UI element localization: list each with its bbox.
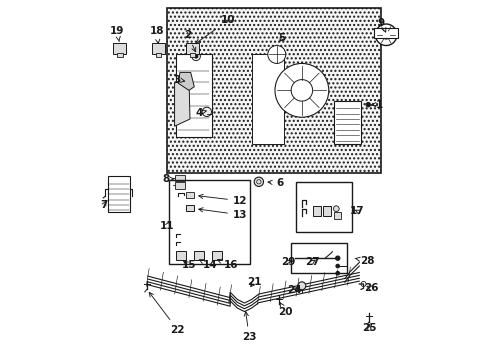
Text: 3: 3: [173, 75, 184, 85]
Circle shape: [297, 282, 305, 290]
Bar: [169, 180, 249, 264]
Bar: [155, 53, 161, 57]
Text: 17: 17: [349, 206, 364, 216]
Bar: [175, 251, 185, 260]
Text: 2: 2: [184, 30, 195, 52]
Bar: [176, 54, 212, 137]
Circle shape: [335, 256, 339, 260]
Bar: [189, 53, 195, 57]
Circle shape: [254, 177, 263, 186]
Text: 1: 1: [371, 100, 383, 110]
Circle shape: [335, 271, 339, 275]
Text: 9: 9: [377, 18, 385, 32]
Bar: [290, 243, 346, 273]
Circle shape: [333, 206, 339, 212]
Bar: [117, 53, 122, 57]
Text: 16: 16: [217, 259, 238, 270]
Text: 19: 19: [110, 26, 124, 42]
Bar: [323, 206, 330, 216]
Bar: [185, 43, 199, 54]
Circle shape: [335, 264, 339, 268]
Text: 8: 8: [162, 174, 173, 184]
Circle shape: [375, 24, 396, 45]
Text: 6: 6: [267, 178, 283, 188]
Bar: [152, 43, 164, 54]
Text: 18: 18: [149, 26, 163, 44]
Text: 20: 20: [278, 303, 292, 317]
Polygon shape: [178, 72, 194, 90]
Bar: [251, 54, 284, 144]
Text: 4: 4: [195, 108, 206, 118]
Text: 14: 14: [199, 260, 217, 270]
Text: 21: 21: [247, 277, 261, 287]
Text: 5: 5: [278, 33, 285, 42]
Circle shape: [267, 45, 285, 63]
Bar: [186, 192, 194, 198]
Text: 15: 15: [182, 260, 196, 270]
Bar: [312, 206, 320, 216]
Bar: [175, 182, 184, 189]
Text: 7: 7: [100, 200, 107, 210]
Bar: [113, 43, 126, 54]
Circle shape: [274, 63, 328, 117]
Text: 26: 26: [364, 283, 378, 293]
Text: 10: 10: [196, 15, 235, 43]
Bar: [175, 175, 184, 181]
Text: 24: 24: [286, 285, 301, 296]
Bar: [333, 101, 360, 144]
Bar: [186, 205, 194, 211]
Text: 29: 29: [281, 257, 295, 267]
Bar: [296, 182, 351, 232]
Circle shape: [366, 103, 369, 107]
Text: 12: 12: [198, 194, 247, 206]
Bar: [193, 251, 203, 260]
Polygon shape: [174, 76, 190, 126]
Bar: [333, 212, 341, 220]
Circle shape: [194, 54, 198, 58]
Text: 23: 23: [242, 312, 256, 342]
Text: 22: 22: [149, 292, 184, 334]
Bar: [211, 251, 221, 260]
Bar: [167, 8, 380, 173]
Text: 27: 27: [305, 257, 319, 267]
Text: 25: 25: [361, 323, 376, 333]
Bar: [373, 28, 397, 39]
Text: 11: 11: [160, 221, 174, 230]
Bar: [107, 176, 129, 212]
Text: 13: 13: [198, 208, 247, 220]
Text: 28: 28: [354, 256, 374, 266]
Circle shape: [202, 107, 211, 117]
